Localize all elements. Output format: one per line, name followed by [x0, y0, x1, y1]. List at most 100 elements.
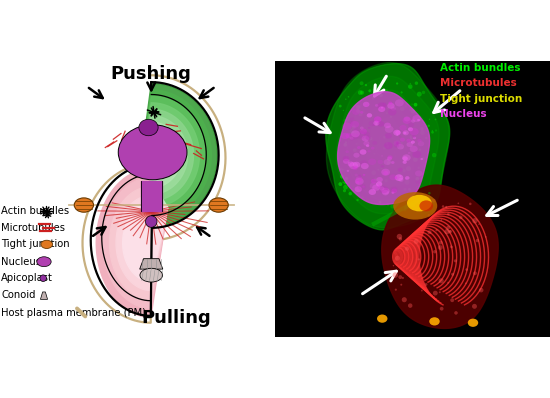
Ellipse shape — [381, 155, 383, 157]
Ellipse shape — [422, 91, 425, 94]
Ellipse shape — [351, 121, 359, 128]
Ellipse shape — [446, 226, 450, 230]
Ellipse shape — [348, 96, 349, 98]
Ellipse shape — [404, 209, 406, 211]
Polygon shape — [346, 90, 429, 200]
Ellipse shape — [410, 83, 411, 84]
Ellipse shape — [353, 153, 360, 158]
Ellipse shape — [447, 282, 449, 284]
Ellipse shape — [405, 105, 407, 107]
Ellipse shape — [398, 168, 403, 172]
Ellipse shape — [421, 157, 424, 160]
Ellipse shape — [445, 206, 447, 208]
Ellipse shape — [414, 150, 415, 151]
Ellipse shape — [383, 159, 391, 165]
Ellipse shape — [403, 169, 405, 172]
Ellipse shape — [356, 181, 359, 184]
Ellipse shape — [440, 307, 443, 310]
Ellipse shape — [389, 174, 397, 180]
Ellipse shape — [414, 239, 419, 244]
Polygon shape — [140, 259, 163, 269]
Ellipse shape — [37, 257, 51, 267]
Ellipse shape — [432, 199, 436, 203]
Ellipse shape — [397, 234, 402, 239]
Ellipse shape — [139, 119, 158, 136]
Ellipse shape — [417, 139, 422, 142]
Ellipse shape — [413, 139, 415, 141]
Ellipse shape — [364, 132, 370, 137]
Ellipse shape — [393, 192, 437, 220]
Ellipse shape — [406, 166, 411, 171]
Ellipse shape — [413, 137, 416, 139]
Ellipse shape — [345, 150, 349, 153]
Ellipse shape — [366, 115, 368, 119]
Ellipse shape — [400, 92, 403, 94]
Ellipse shape — [429, 119, 430, 120]
Polygon shape — [356, 104, 419, 186]
Ellipse shape — [450, 246, 453, 248]
Ellipse shape — [373, 121, 380, 126]
Ellipse shape — [379, 186, 388, 193]
Ellipse shape — [390, 187, 398, 192]
Ellipse shape — [425, 137, 427, 139]
Text: Tight junction: Tight junction — [440, 94, 522, 103]
Ellipse shape — [404, 194, 407, 197]
Ellipse shape — [356, 109, 360, 113]
Ellipse shape — [145, 216, 157, 227]
Ellipse shape — [374, 116, 382, 122]
Ellipse shape — [404, 205, 409, 209]
Ellipse shape — [415, 82, 418, 85]
Ellipse shape — [417, 119, 420, 121]
Ellipse shape — [407, 195, 432, 211]
Ellipse shape — [372, 185, 380, 191]
Ellipse shape — [343, 156, 349, 161]
Ellipse shape — [344, 181, 347, 184]
Ellipse shape — [350, 137, 354, 140]
Ellipse shape — [468, 319, 478, 327]
Polygon shape — [376, 131, 400, 160]
Ellipse shape — [400, 284, 402, 286]
Ellipse shape — [431, 131, 434, 134]
Ellipse shape — [406, 142, 413, 147]
Ellipse shape — [411, 140, 415, 144]
Ellipse shape — [396, 82, 398, 85]
Ellipse shape — [372, 117, 373, 118]
Ellipse shape — [371, 170, 376, 175]
Ellipse shape — [403, 160, 407, 164]
Ellipse shape — [353, 162, 360, 168]
Ellipse shape — [387, 155, 393, 160]
Ellipse shape — [388, 109, 397, 115]
Ellipse shape — [371, 179, 377, 183]
Ellipse shape — [342, 169, 345, 172]
Ellipse shape — [386, 188, 388, 190]
Ellipse shape — [411, 103, 413, 105]
Ellipse shape — [345, 177, 348, 180]
Ellipse shape — [415, 177, 419, 181]
Ellipse shape — [405, 178, 408, 180]
Text: Actin bundles: Actin bundles — [440, 63, 520, 73]
Ellipse shape — [414, 103, 417, 107]
Ellipse shape — [361, 136, 369, 142]
Ellipse shape — [360, 160, 367, 166]
Ellipse shape — [476, 239, 479, 242]
Ellipse shape — [376, 177, 383, 182]
Ellipse shape — [367, 150, 371, 152]
Ellipse shape — [358, 183, 361, 187]
Ellipse shape — [383, 171, 388, 175]
Ellipse shape — [348, 162, 354, 167]
Ellipse shape — [393, 272, 398, 278]
Ellipse shape — [403, 132, 406, 134]
Ellipse shape — [442, 205, 444, 208]
Ellipse shape — [450, 298, 454, 302]
Ellipse shape — [355, 174, 358, 176]
Ellipse shape — [419, 148, 421, 151]
Ellipse shape — [408, 303, 412, 308]
Ellipse shape — [427, 230, 432, 234]
Ellipse shape — [397, 144, 404, 150]
Ellipse shape — [406, 139, 411, 142]
Ellipse shape — [352, 125, 356, 129]
Ellipse shape — [390, 107, 396, 111]
Ellipse shape — [382, 190, 389, 195]
Ellipse shape — [390, 205, 394, 209]
Text: Host plasma membrane (PM): Host plasma membrane (PM) — [1, 308, 146, 318]
